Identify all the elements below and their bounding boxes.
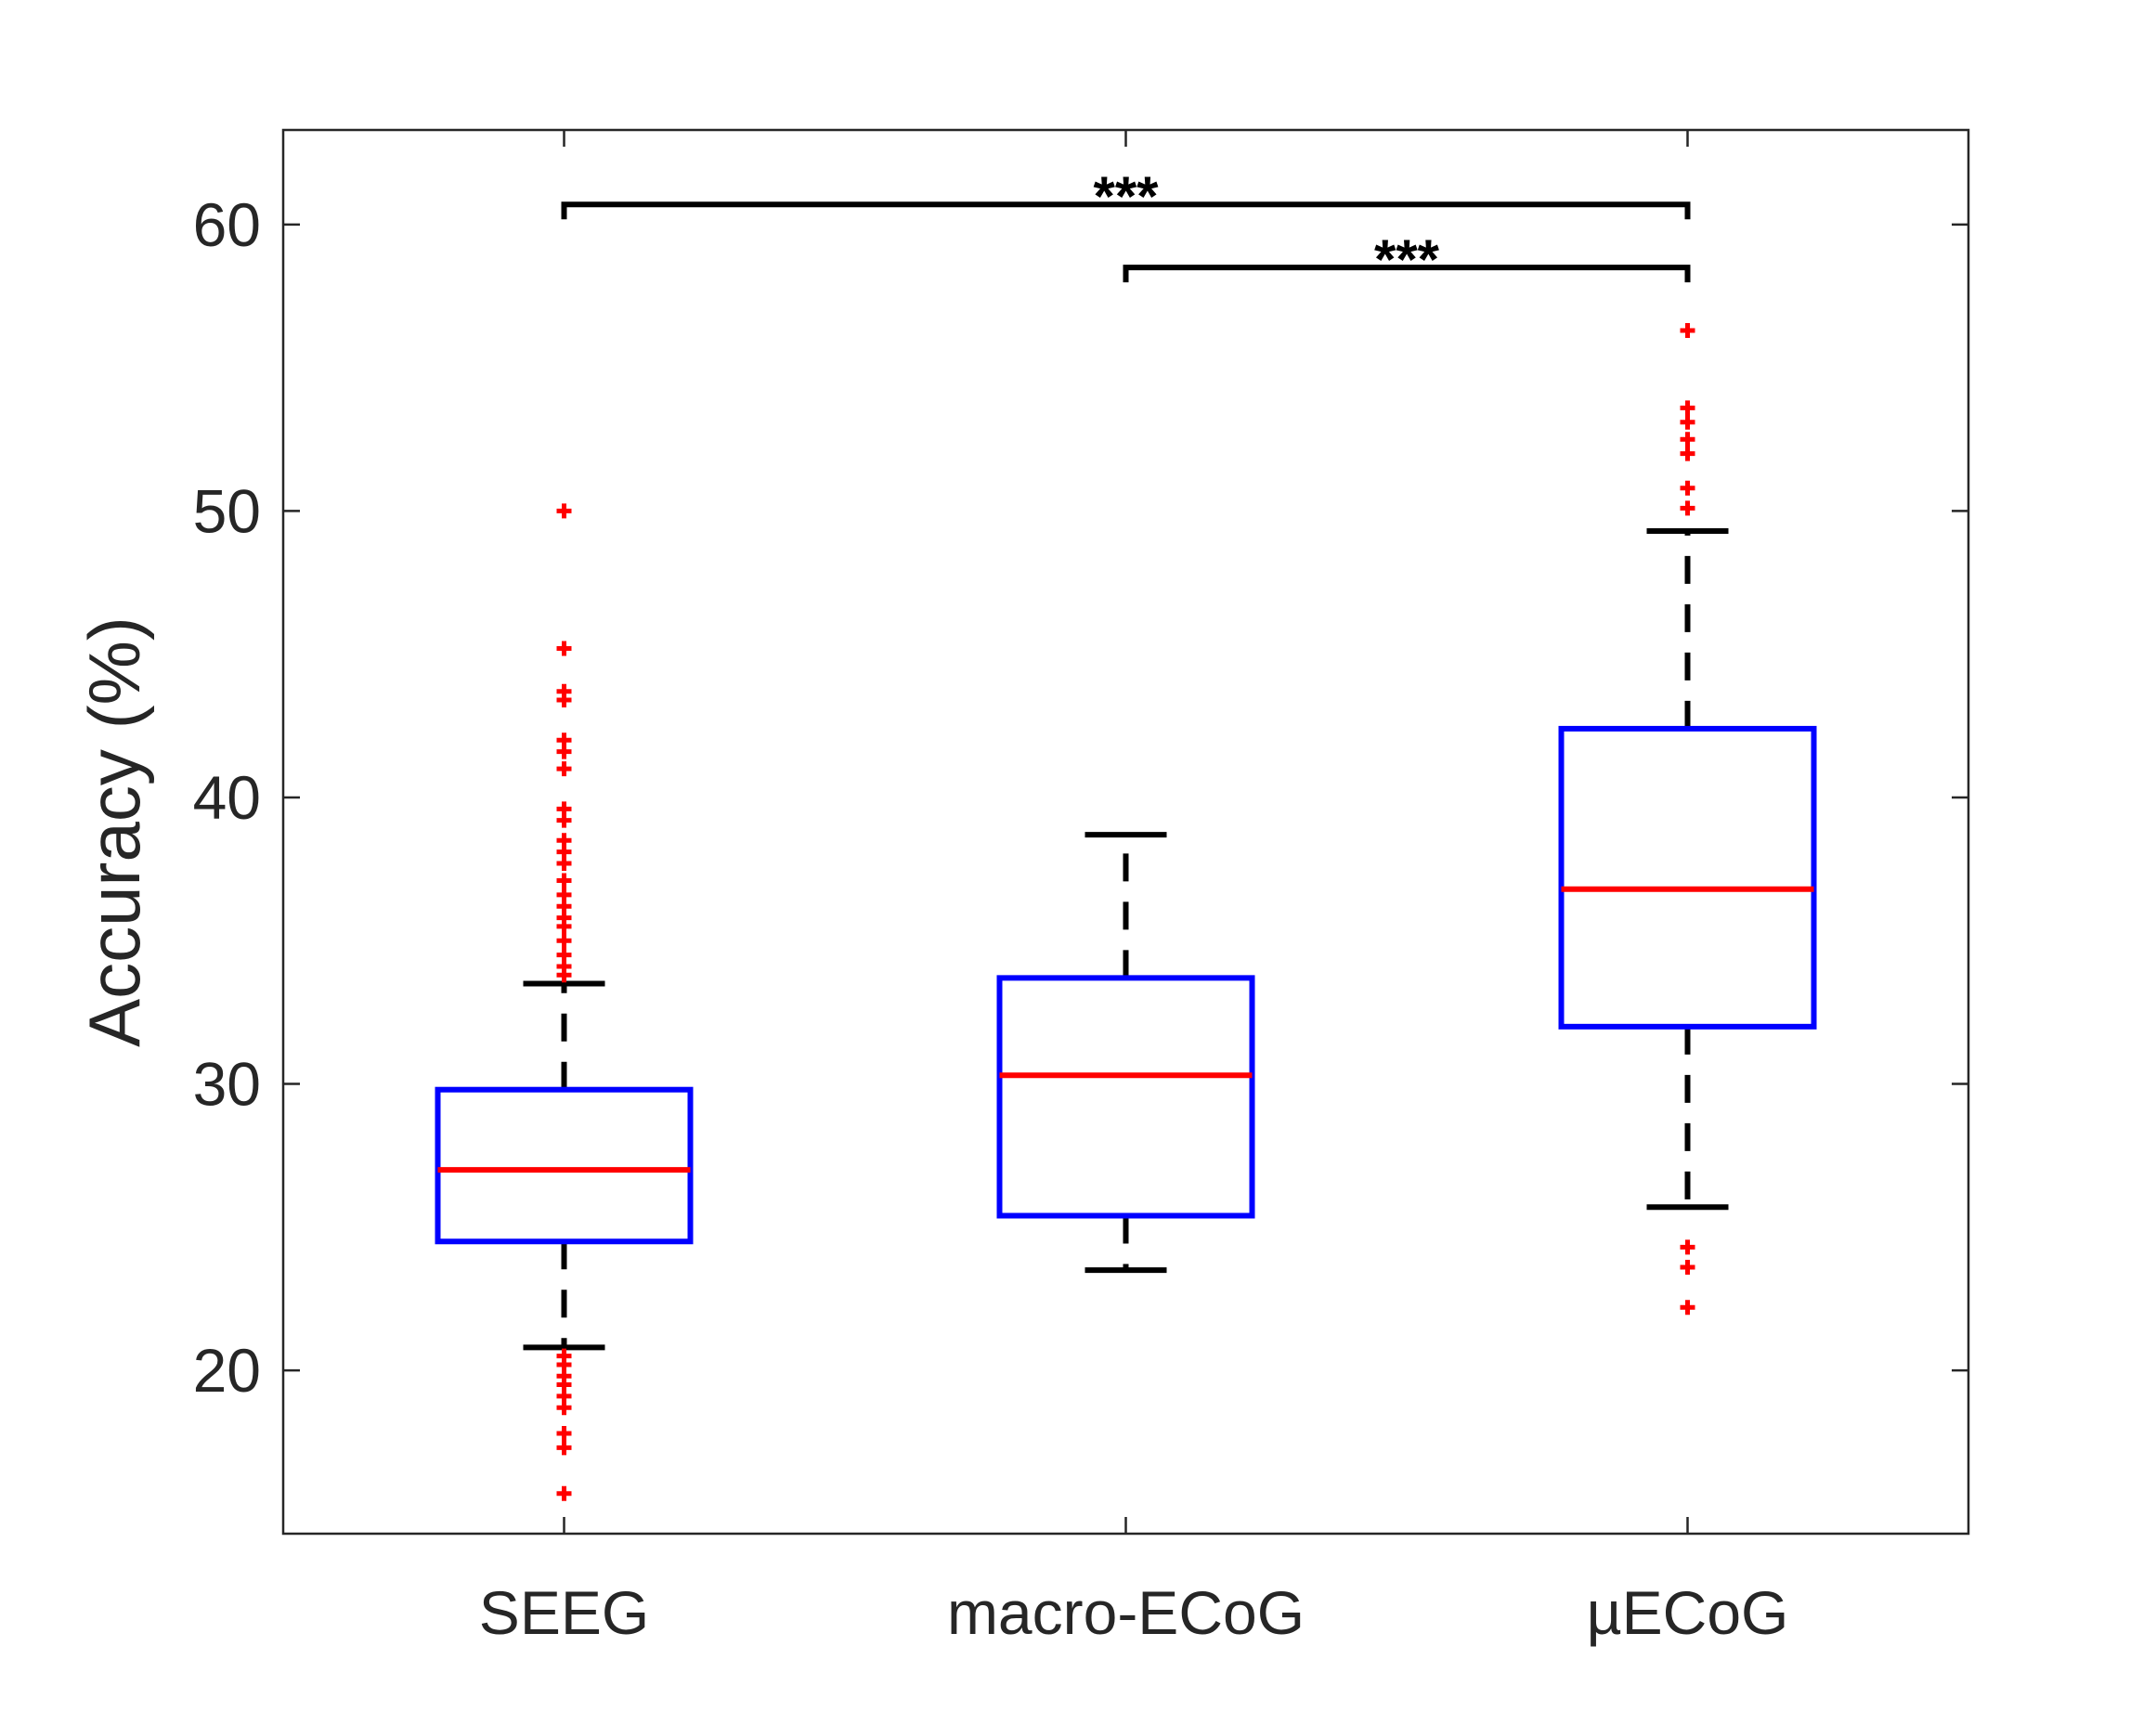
outlier-point xyxy=(1680,1260,1695,1276)
outlier-point xyxy=(556,918,572,934)
x-tick-label: SEEG xyxy=(479,1578,649,1647)
outlier-point xyxy=(1680,323,1695,338)
outlier-point xyxy=(556,812,572,828)
y-tick-label: 40 xyxy=(193,763,261,832)
outlier-point xyxy=(556,1485,572,1501)
outlier-point xyxy=(556,967,572,983)
iqr-box xyxy=(435,1086,694,1245)
outlier-point xyxy=(1680,432,1695,447)
box-group xyxy=(1558,323,1817,1316)
outlier-point xyxy=(556,855,572,871)
outlier-point xyxy=(556,503,572,519)
y-tick-label: 60 xyxy=(193,190,261,259)
outlier-point xyxy=(1680,480,1695,496)
plot-area xyxy=(281,128,1970,1536)
significance-bracket xyxy=(561,201,1691,220)
outlier-point xyxy=(1680,500,1695,516)
outlier-point xyxy=(1680,414,1695,430)
outlier-point xyxy=(556,933,572,949)
y-tick-label: 50 xyxy=(193,476,261,545)
iqr-box xyxy=(996,975,1255,1219)
significance-bracket xyxy=(1123,265,1691,283)
outlier-point xyxy=(556,1426,572,1441)
outlier-point xyxy=(556,873,572,888)
box-group xyxy=(996,832,1255,1274)
significance-label: *** xyxy=(1374,228,1440,291)
outlier-point xyxy=(1680,446,1695,461)
x-tick-label: macro-ECoG xyxy=(947,1578,1305,1647)
outlier-point xyxy=(556,641,572,656)
axis-ticks: 20 30 40 50 60 SEEG macro-ECoG µECoG xyxy=(193,130,1968,1647)
outlier-point xyxy=(556,744,572,759)
iqr-box xyxy=(1558,725,1817,1030)
outlier-point xyxy=(1680,1300,1695,1316)
outlier-point xyxy=(1680,1239,1695,1255)
outlier-point xyxy=(556,693,572,708)
y-tick-label: 30 xyxy=(193,1050,261,1119)
y-axis-label: Accuracy (%) xyxy=(73,616,155,1047)
box-group xyxy=(435,503,694,1501)
significance-brackets: *** *** xyxy=(561,165,1691,291)
outlier-point xyxy=(556,1400,572,1416)
outlier-point xyxy=(1680,400,1695,416)
significance-label: *** xyxy=(1093,165,1159,227)
x-tick-label: µECoG xyxy=(1587,1578,1789,1647)
y-tick-label: 20 xyxy=(193,1336,261,1405)
boxes xyxy=(435,323,1817,1501)
outlier-point xyxy=(556,761,572,777)
outlier-point xyxy=(556,1440,572,1456)
